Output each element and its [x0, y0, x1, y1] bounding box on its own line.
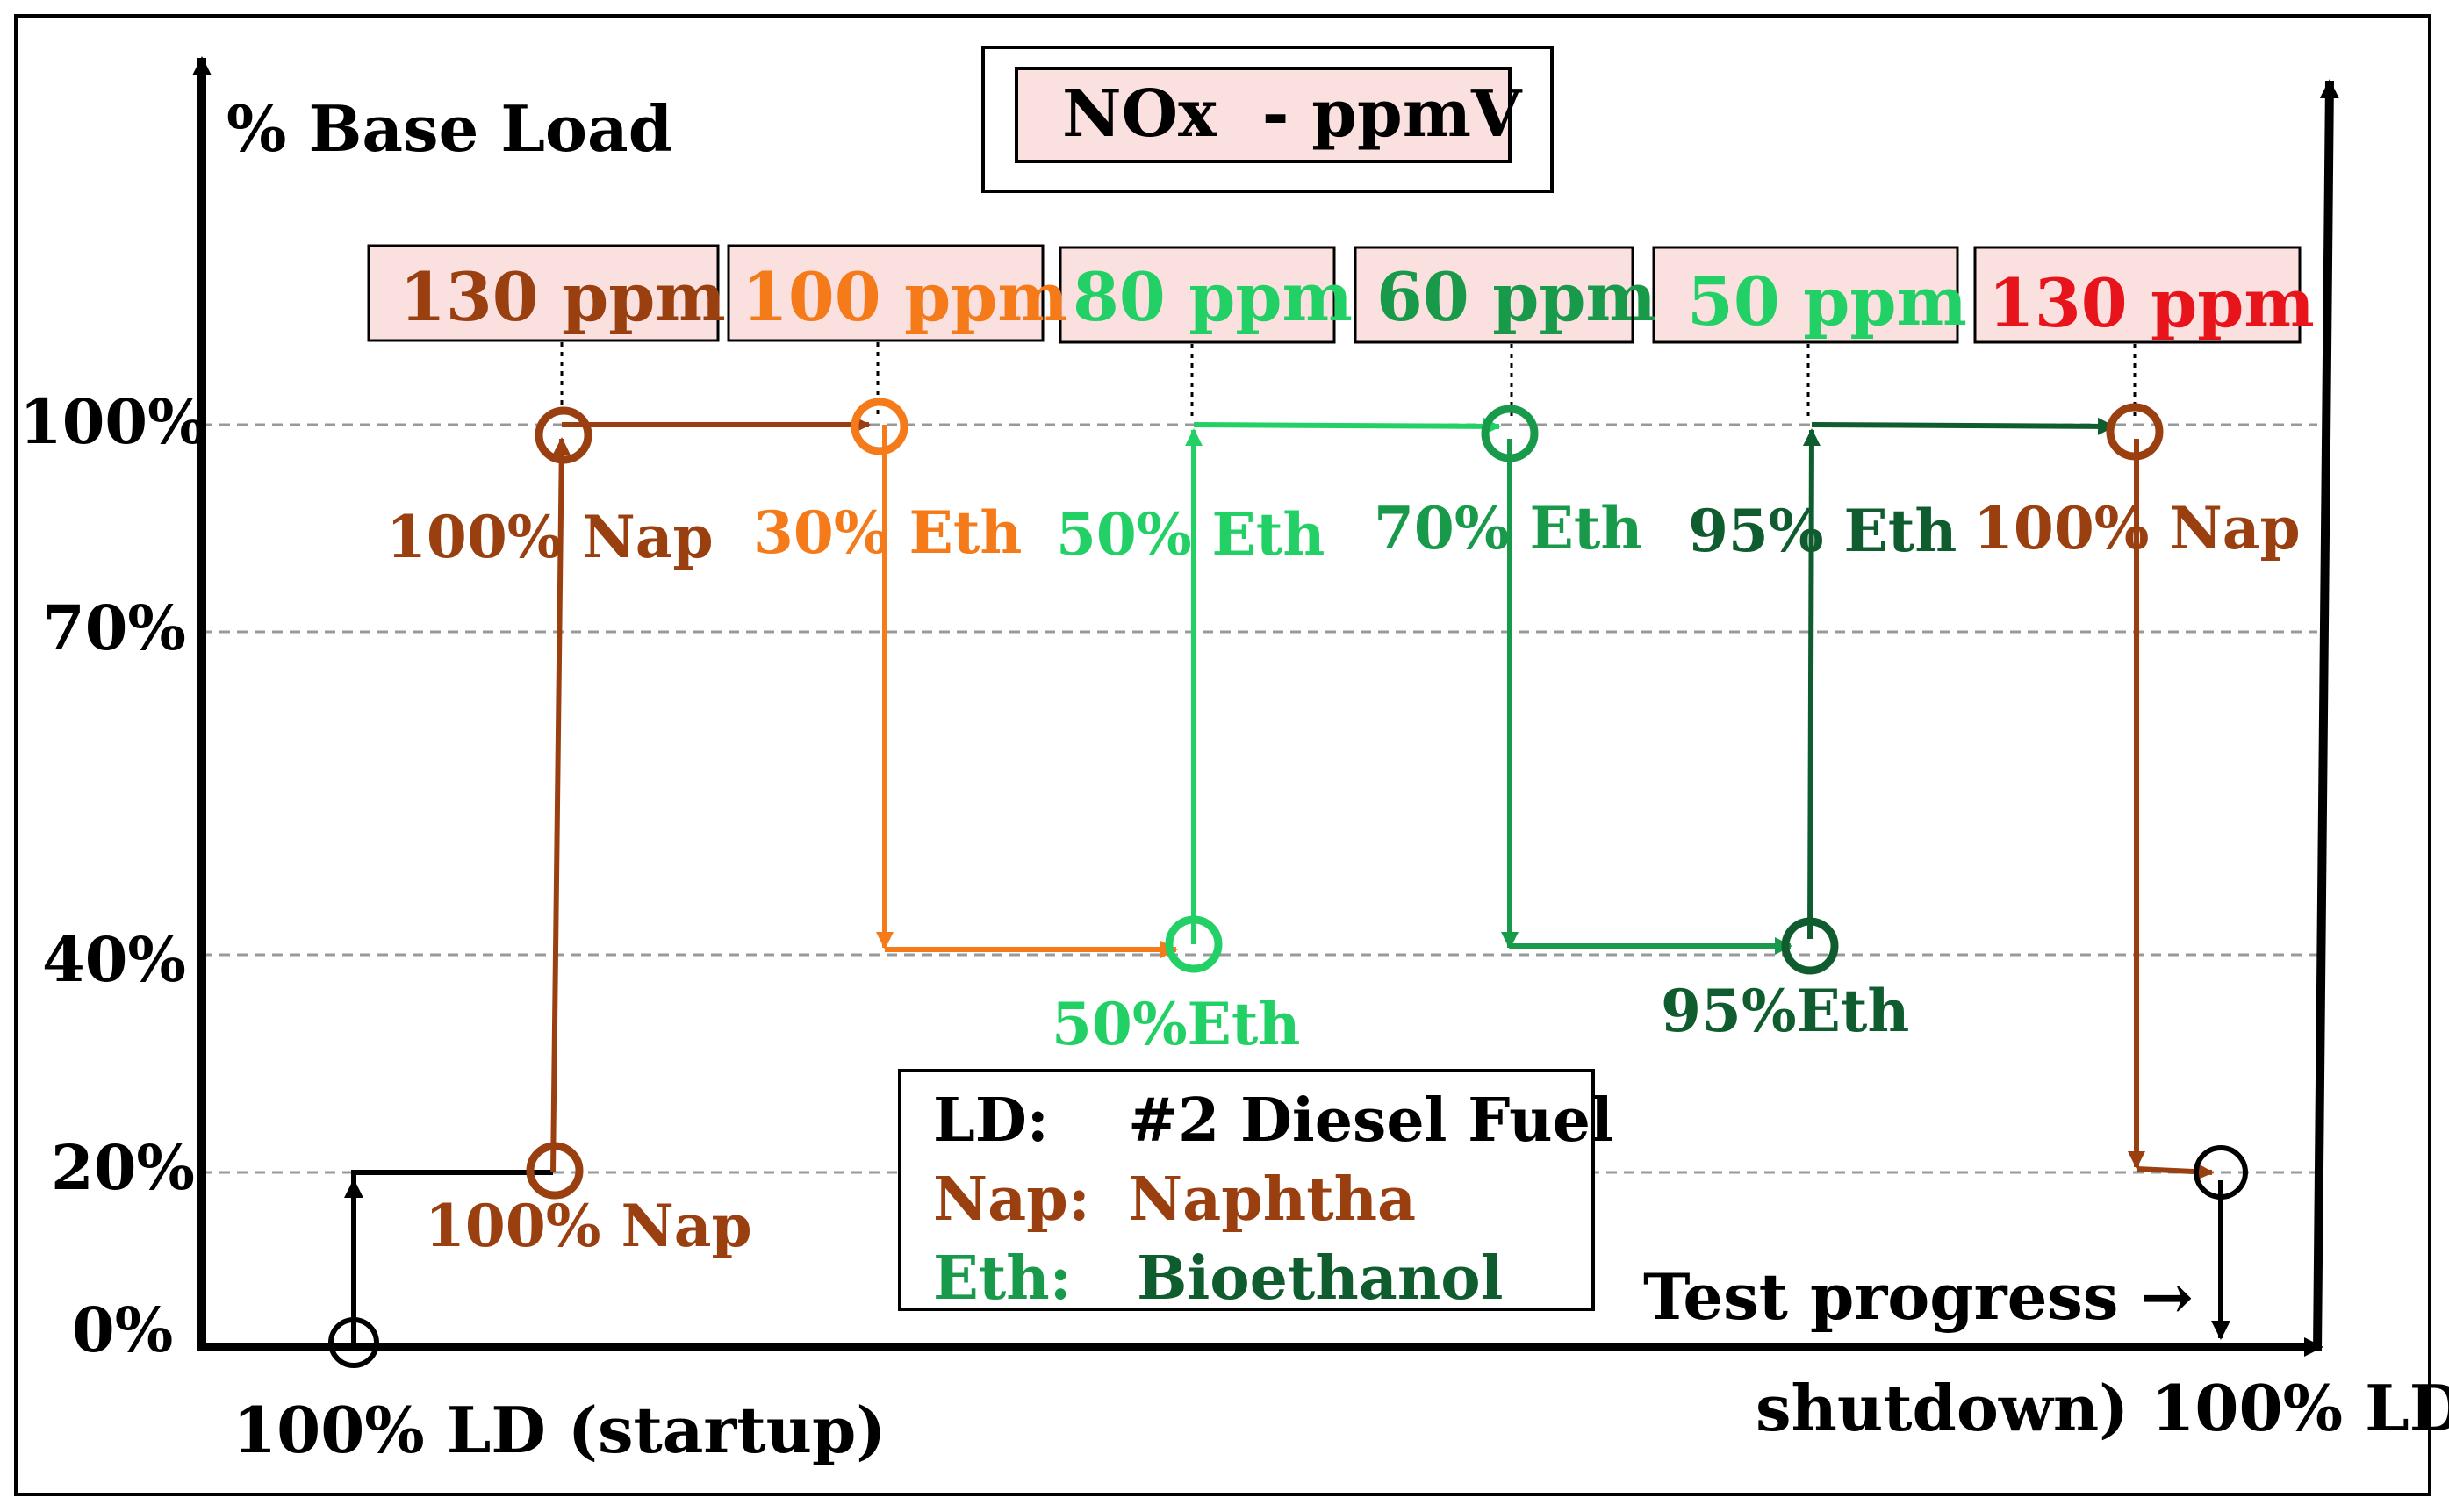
- point-eth50-40: [1165, 915, 1223, 973]
- point-nap-20: [526, 1142, 584, 1200]
- path-startup: [351, 1170, 553, 1343]
- start-label: 100% LD (startup): [233, 1393, 886, 1467]
- legend-abbr-nap: Nap:: [933, 1164, 1090, 1235]
- fuel-label-eth95-40: 95%Eth: [1661, 977, 1909, 1045]
- end-label: shutdown) 100% LD: [1756, 1371, 2449, 1445]
- point-nap-end-100: [2106, 403, 2164, 461]
- title-inner-box: [1015, 67, 1512, 163]
- fuel-label-nap-20: 100% Nap: [425, 1192, 752, 1260]
- fuel-label-4: 70% Eth: [1374, 494, 1642, 563]
- point-shutdown: [2194, 1145, 2248, 1200]
- legend-name-eth: Bioethanol: [1137, 1243, 1503, 1314]
- point-eth70-100: [1481, 405, 1539, 462]
- y-axis-label: % Base Load: [226, 91, 672, 166]
- ppm-box-4: [1354, 246, 1634, 344]
- ppm-label-1: 130 ppm: [399, 258, 726, 336]
- right-axis: [2313, 79, 2339, 1352]
- ppm-label-6: 130 ppm: [1988, 264, 2315, 342]
- fuel-label-5: 95% Eth: [1688, 497, 1957, 565]
- point-nap-100: [535, 406, 592, 464]
- ppm-box-2: [727, 244, 1045, 342]
- tick-0: 0%: [72, 1293, 173, 1366]
- legend-abbr-eth: Eth:: [933, 1243, 1072, 1314]
- tick-40: 40%: [42, 923, 186, 996]
- fuel-label-2: 30% Eth: [753, 498, 1022, 567]
- path-nap-up: [550, 437, 571, 1173]
- ppm-label-4: 60 ppm: [1376, 258, 1656, 336]
- tick-70: 70%: [42, 591, 186, 664]
- path-nap-end-low: [2136, 1163, 2214, 1181]
- outer-frame: [14, 14, 2431, 1496]
- path-eth95-top: [1811, 417, 2115, 435]
- point-startup: [328, 1317, 379, 1368]
- fuel-label-1: 100% Nap: [386, 503, 714, 571]
- ppm-label-2: 100 ppm: [742, 258, 1068, 336]
- path-eth50-top: [1193, 417, 1501, 435]
- ppm-box-5: [1652, 246, 1959, 344]
- tick-100: 100%: [19, 385, 206, 458]
- x-axis-label: Test progress →: [1643, 1259, 2194, 1334]
- fuel-label-eth50-40: 50%Eth: [1052, 990, 1300, 1058]
- legend-box: [898, 1069, 1595, 1311]
- ppm-boxes: [367, 244, 2302, 344]
- ppm-box-3: [1059, 246, 1336, 344]
- point-eth30-100: [851, 398, 908, 455]
- path-eth95-up: [1802, 428, 1821, 940]
- ppm-label-3: 80 ppm: [1073, 258, 1353, 336]
- fuel-label-6: 100% Nap: [1973, 494, 2301, 563]
- ppm-box-6: [1973, 246, 2302, 344]
- legend-name-nap: Naphtha: [1128, 1164, 1416, 1235]
- ppm-connectors: [560, 342, 2137, 416]
- chart-title: NOx - ppmV: [1062, 76, 1523, 152]
- legend-name-ld: #2 Diesel Fuel: [1128, 1086, 1613, 1156]
- point-eth95-40: [1781, 917, 1839, 975]
- legend-abbr-ld: LD:: [933, 1086, 1049, 1156]
- fuel-label-3: 50% Eth: [1056, 500, 1325, 569]
- tick-20: 20%: [51, 1131, 195, 1204]
- ppm-label-5: 50 ppm: [1687, 262, 1967, 340]
- ppm-box-1: [367, 244, 720, 342]
